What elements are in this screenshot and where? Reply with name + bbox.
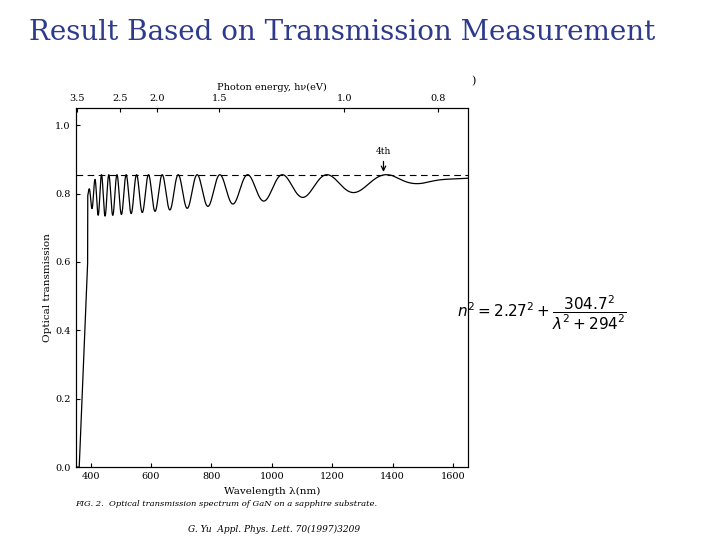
Y-axis label: Optical transmission: Optical transmission xyxy=(43,233,53,342)
Text: G. Yu  Appl. Phys. Lett. 70(1997)3209: G. Yu Appl. Phys. Lett. 70(1997)3209 xyxy=(187,525,360,534)
Text: Result Based on Transmission Measurement: Result Based on Transmission Measurement xyxy=(29,19,655,46)
X-axis label: Photon energy, hν(eV): Photon energy, hν(eV) xyxy=(217,83,327,92)
Text: $n^{2} = 2.27^{2}+\dfrac{304.7^{2}}{\lambda^{2}+294^{2}}$: $n^{2} = 2.27^{2}+\dfrac{304.7^{2}}{\lam… xyxy=(457,294,627,332)
Text: 4th: 4th xyxy=(376,147,391,171)
X-axis label: Wavelength λ(nm): Wavelength λ(nm) xyxy=(224,487,320,496)
Text: FIG. 2.  Optical transmission spectrum of GaN on a sapphire substrate.: FIG. 2. Optical transmission spectrum of… xyxy=(76,500,378,508)
Text: ): ) xyxy=(472,76,476,86)
